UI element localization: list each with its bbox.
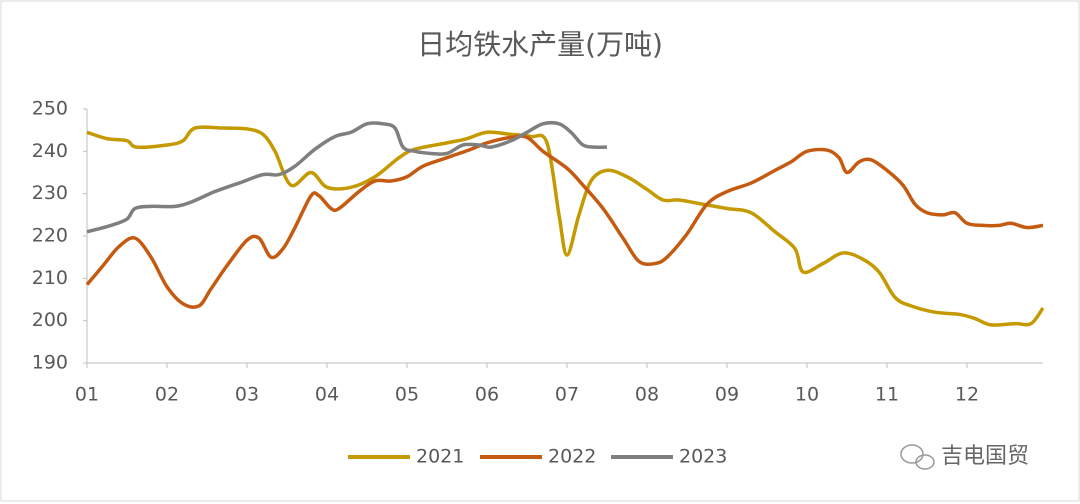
series-line	[86, 125, 1045, 327]
x-tick-label: 09	[715, 384, 739, 406]
x-tick-label: 07	[555, 384, 579, 406]
x-tick-label: 10	[795, 384, 819, 406]
x-tick-label: 05	[395, 384, 419, 406]
x-tick-label: 02	[155, 384, 179, 406]
x-tick-label: 04	[315, 384, 339, 406]
y-tick-label: 200	[32, 309, 68, 331]
legend-label: 2023	[679, 446, 727, 468]
x-tick-label: 06	[475, 384, 499, 406]
x-tick-label: 12	[955, 384, 979, 406]
watermark-icon	[900, 444, 924, 464]
watermark-text: 吉电国贸	[941, 444, 1029, 469]
y-tick-label: 240	[32, 140, 68, 162]
y-tick-label: 210	[32, 267, 68, 289]
y-tick-label: 250	[32, 98, 68, 120]
y-tick-label: 220	[32, 225, 68, 247]
x-tick-label: 01	[75, 384, 99, 406]
watermark-icon	[915, 454, 935, 470]
x-tick-label: 03	[235, 384, 259, 406]
chart-title: 日均铁水产量(万吨)	[417, 28, 663, 61]
x-tick-label: 08	[635, 384, 659, 406]
legend-label: 2021	[416, 446, 464, 468]
y-tick-label: 230	[32, 182, 68, 204]
y-tick-label: 190	[32, 352, 68, 374]
series-line	[86, 121, 608, 234]
x-tick-label: 11	[875, 384, 899, 406]
watermark: 吉电国贸	[900, 444, 1029, 470]
legend-label: 2022	[548, 446, 596, 468]
series-line	[85, 134, 1044, 309]
